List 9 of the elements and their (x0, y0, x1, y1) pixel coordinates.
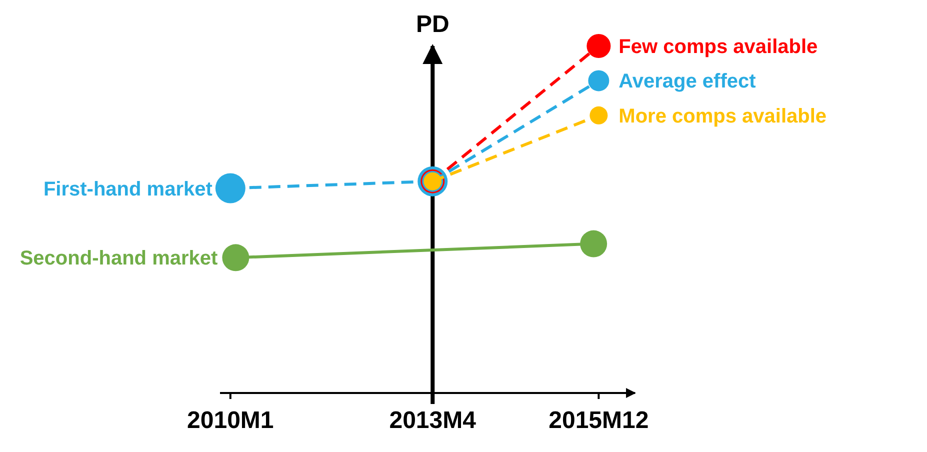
y-axis-title: PD (416, 11, 450, 38)
x-tick-label: 2010M1 (187, 407, 274, 434)
series-label: Average effect (618, 70, 756, 93)
series-label: Second-hand market (20, 248, 218, 270)
x-tick-label: 2013M4 (389, 407, 477, 434)
series-label: More comps available (618, 105, 827, 128)
x-tick-label: 2015M12 (548, 407, 649, 434)
series-label: First-hand market (43, 178, 213, 200)
series-label: Few comps available (618, 36, 818, 58)
